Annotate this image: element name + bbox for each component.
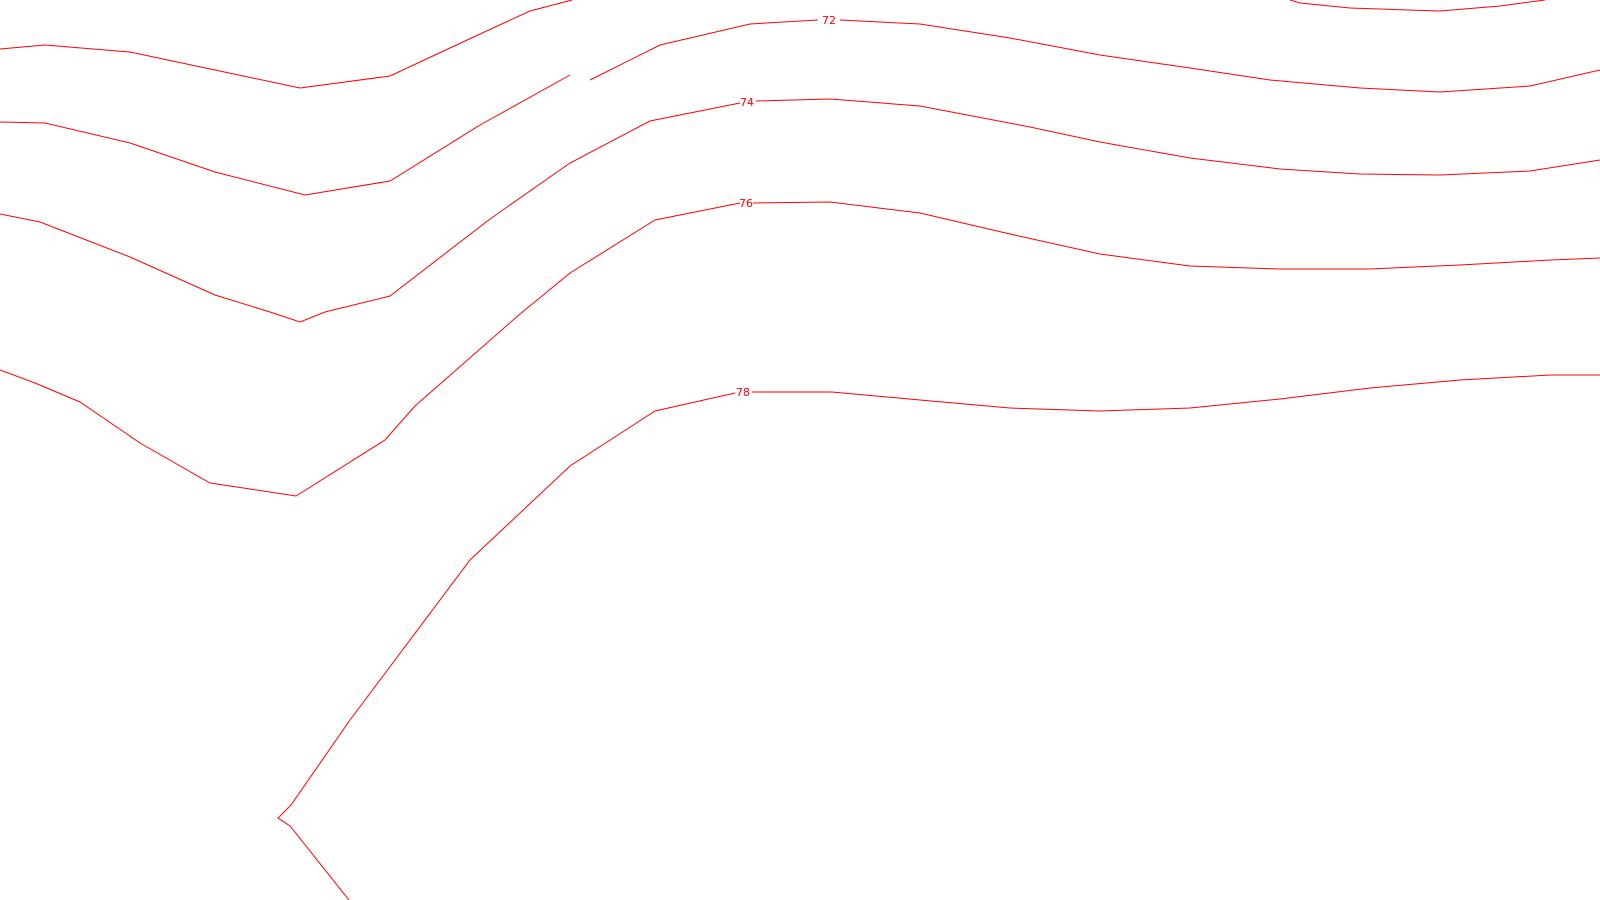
contour-line-71 [0, 0, 573, 89]
contour-line-78 [277, 392, 736, 900]
contour-line-73 [0, 74, 571, 196]
contour-label-72: 72 [822, 14, 836, 27]
contour-label-76: 76 [739, 197, 753, 210]
contour-line-70 [1289, 0, 1546, 12]
contour-line-74 [0, 102, 741, 323]
contour-label-74: 74 [740, 96, 754, 109]
contour-line-72b [839, 19, 1600, 93]
contour-label-78: 78 [736, 386, 750, 399]
contour-line-76b [752, 201, 1600, 270]
contour-line-72 [589, 19, 819, 81]
contour-line-74b [755, 98, 1600, 176]
contour-line-78b [752, 374, 1600, 412]
contour-line-76 [0, 202, 741, 497]
